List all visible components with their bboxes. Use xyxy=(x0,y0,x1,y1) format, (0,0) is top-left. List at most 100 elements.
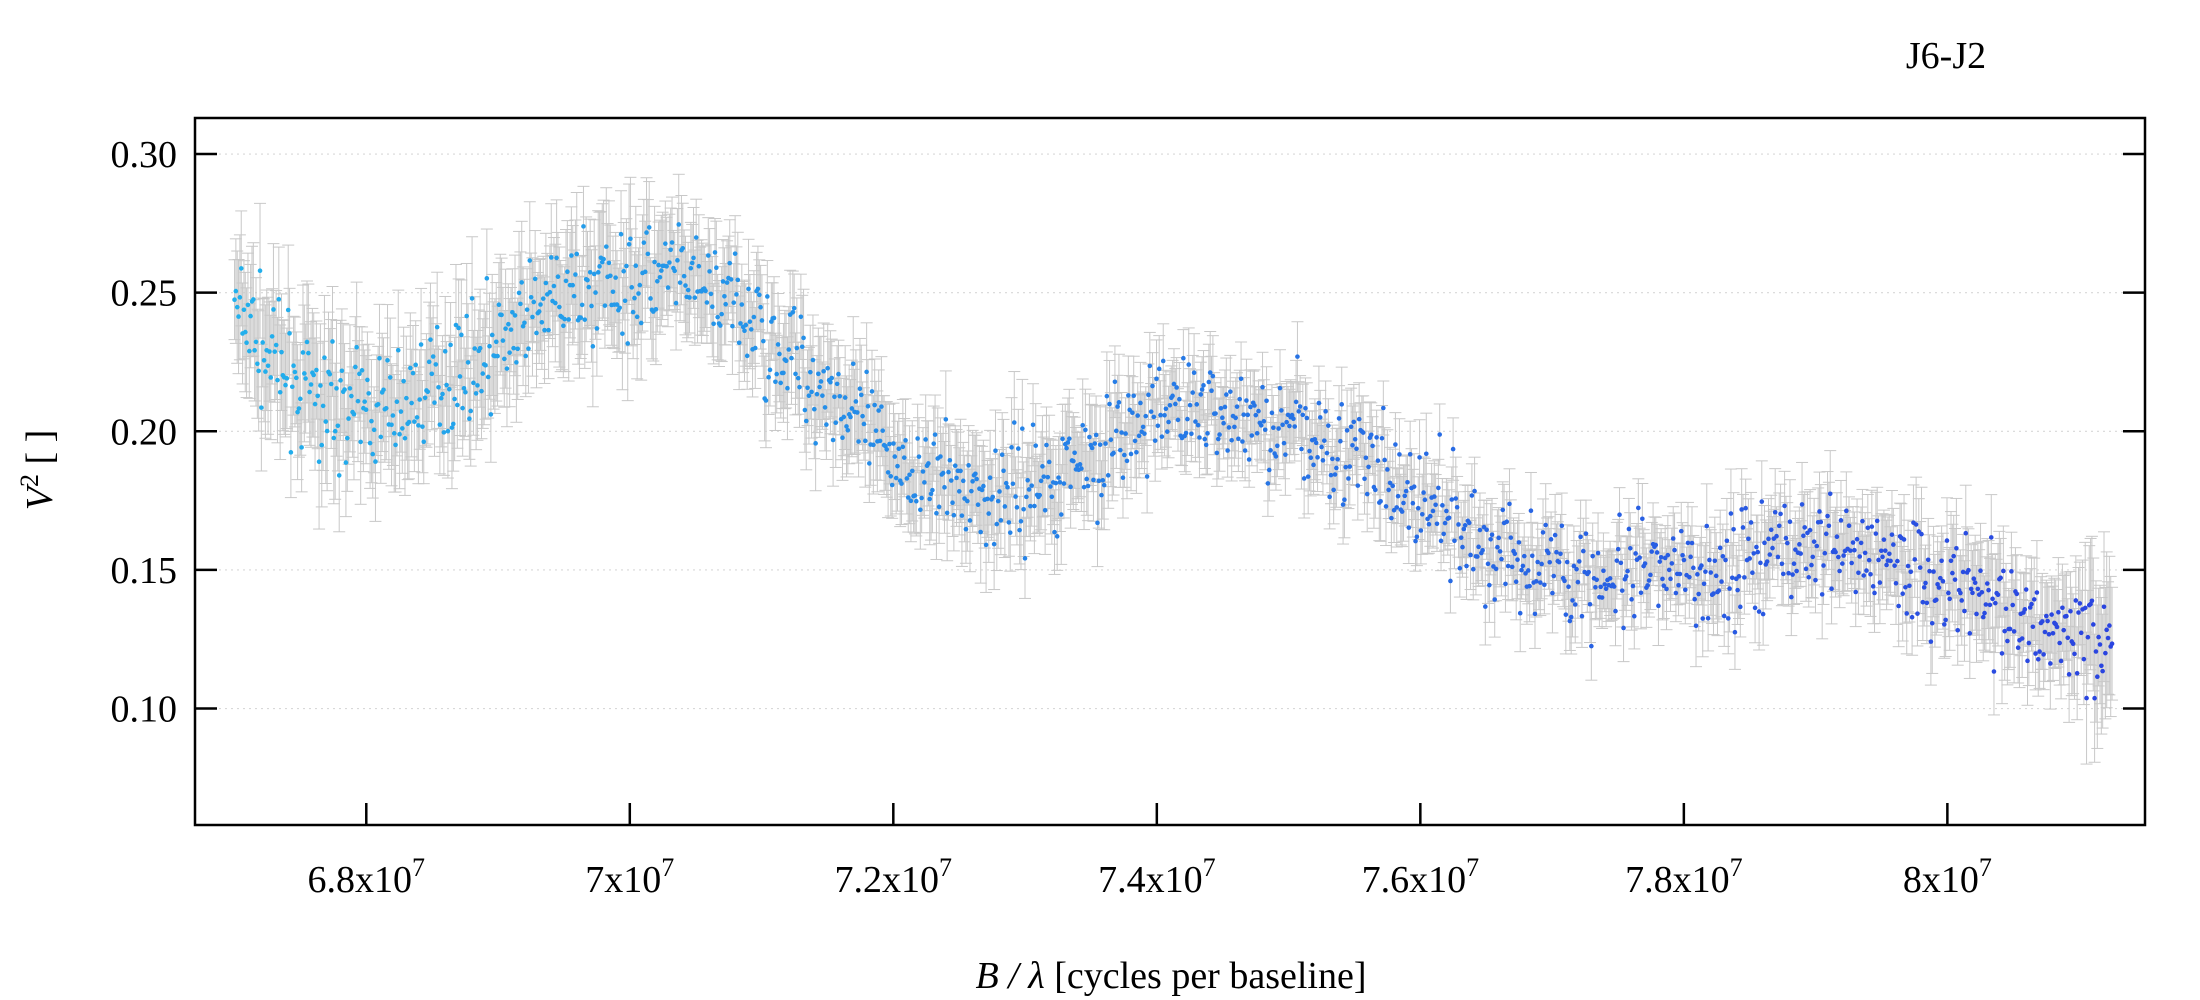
data-point xyxy=(709,304,715,310)
data-point xyxy=(795,375,801,381)
data-point xyxy=(828,379,833,385)
data-point xyxy=(840,435,845,441)
data-point xyxy=(343,460,349,465)
data-point xyxy=(1194,402,1200,407)
data-point xyxy=(785,385,790,391)
data-point xyxy=(267,349,272,354)
data-point xyxy=(1229,437,1234,443)
data-point xyxy=(1058,512,1064,517)
data-point xyxy=(523,353,529,359)
data-point xyxy=(579,302,585,308)
data-point xyxy=(892,454,898,459)
data-point xyxy=(383,405,389,411)
data-point xyxy=(328,381,334,387)
data-point xyxy=(422,395,428,401)
data-point xyxy=(536,309,542,314)
data-point xyxy=(1240,439,1245,444)
data-point xyxy=(744,353,750,359)
data-point xyxy=(1146,392,1151,398)
data-point xyxy=(590,344,596,349)
data-point xyxy=(518,301,523,307)
data-point xyxy=(622,298,628,304)
data-point xyxy=(501,356,507,362)
data-point xyxy=(327,371,333,377)
data-point xyxy=(479,388,484,394)
data-point xyxy=(960,478,966,484)
data-point xyxy=(601,256,606,262)
data-point xyxy=(332,428,338,434)
data-point xyxy=(450,421,456,427)
data-point xyxy=(1174,385,1179,390)
data-point xyxy=(406,419,412,425)
data-point xyxy=(1209,388,1214,393)
data-point xyxy=(391,431,397,436)
data-point xyxy=(696,263,702,269)
data-point xyxy=(255,361,260,367)
data-point xyxy=(557,304,562,310)
data-point xyxy=(760,338,766,344)
data-point xyxy=(1101,482,1107,488)
data-point xyxy=(944,510,950,516)
data-point xyxy=(1185,416,1190,422)
data-point xyxy=(463,389,468,395)
data-point xyxy=(994,521,1000,527)
data-point xyxy=(336,473,342,478)
data-point xyxy=(659,268,664,273)
data-point xyxy=(293,375,299,381)
data-point xyxy=(597,264,602,269)
data-point xyxy=(793,371,798,377)
data-point xyxy=(496,302,502,308)
data-point xyxy=(484,276,490,281)
data-point xyxy=(1287,423,1292,429)
data-point xyxy=(1256,408,1261,414)
data-point xyxy=(1116,400,1122,405)
data-point xyxy=(1177,396,1182,402)
data-point xyxy=(715,314,720,320)
data-point xyxy=(398,409,404,414)
data-point xyxy=(648,296,653,301)
data-point xyxy=(803,418,809,424)
data-point xyxy=(873,428,879,433)
data-point xyxy=(1113,428,1119,434)
data-point xyxy=(963,526,969,532)
data-point xyxy=(527,258,533,263)
data-point xyxy=(1127,407,1132,413)
data-point xyxy=(923,437,928,442)
data-point xyxy=(287,331,292,336)
data-point xyxy=(456,325,461,331)
data-point xyxy=(1171,381,1177,387)
data-point xyxy=(444,382,449,388)
data-point xyxy=(942,485,947,490)
data-point xyxy=(1115,404,1120,409)
data-point xyxy=(1189,431,1194,437)
data-point xyxy=(378,434,384,440)
data-point xyxy=(912,493,918,498)
data-point xyxy=(475,383,480,388)
data-point xyxy=(445,428,451,434)
data-point xyxy=(442,349,448,354)
data-point xyxy=(665,285,671,290)
data-point xyxy=(629,285,635,290)
data-point xyxy=(1100,478,1106,483)
data-point xyxy=(1183,430,1189,436)
data-point xyxy=(663,241,668,246)
data-point xyxy=(1079,466,1084,471)
data-point xyxy=(822,405,828,410)
data-point xyxy=(371,427,377,433)
data-point xyxy=(633,263,639,269)
data-point xyxy=(257,268,263,274)
data-point xyxy=(915,436,920,441)
data-point xyxy=(1273,454,1279,459)
data-point xyxy=(1135,413,1141,418)
data-point xyxy=(887,441,892,447)
data-point xyxy=(377,355,382,361)
data-point xyxy=(1215,436,1221,442)
data-point xyxy=(433,362,439,367)
data-point xyxy=(473,391,479,396)
data-point xyxy=(1085,483,1091,489)
data-point xyxy=(1158,412,1163,418)
data-point xyxy=(265,363,271,369)
data-point xyxy=(860,413,865,419)
data-point xyxy=(504,366,510,371)
